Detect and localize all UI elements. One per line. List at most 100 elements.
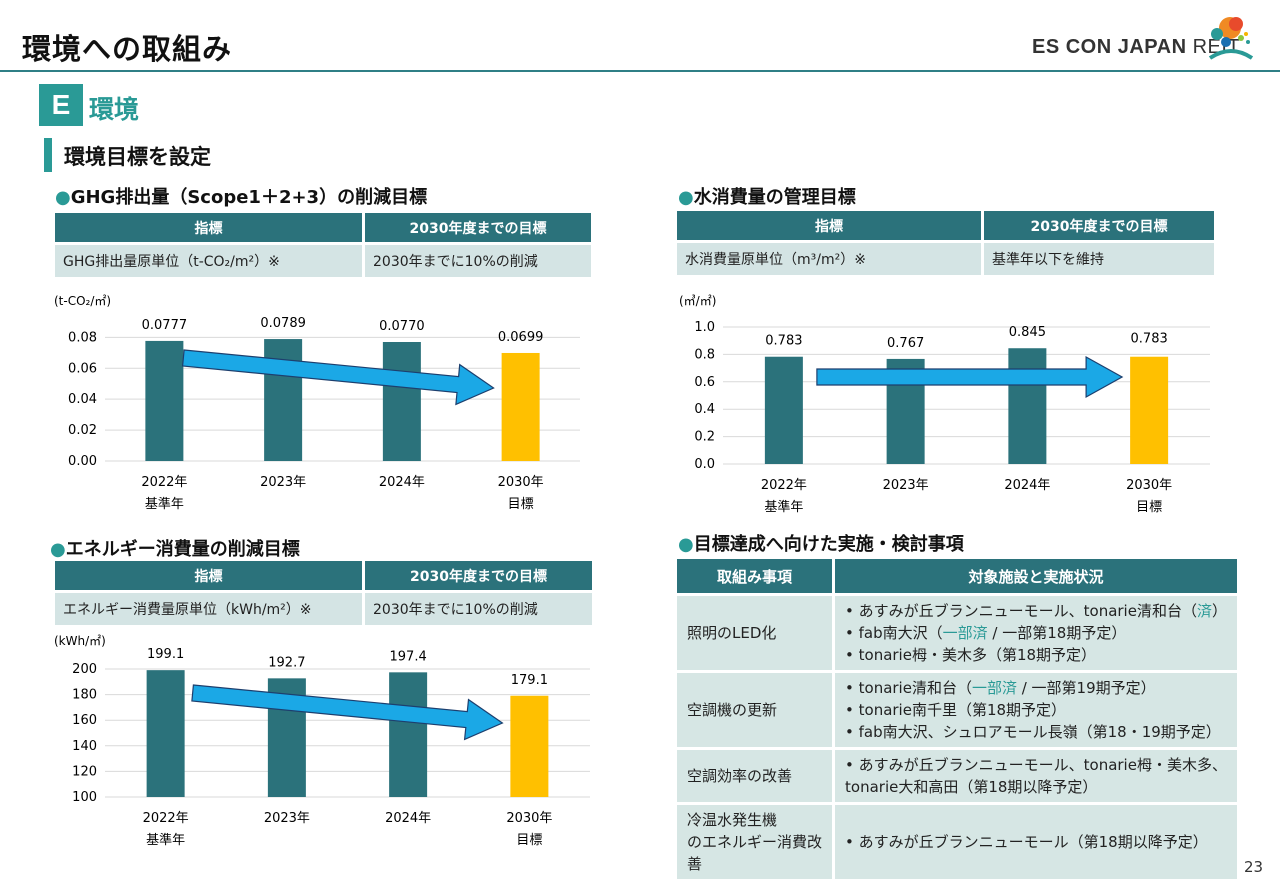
ghg-goal: 2030年までに10%の削減 bbox=[365, 245, 591, 277]
bar bbox=[146, 670, 185, 797]
x-tick-label: 2023年 bbox=[264, 811, 310, 826]
status-text: tonarie大和高田（第18期以降予定） bbox=[845, 778, 1098, 796]
actions-heading-text: 目標達成へ向けた実施・検討事項 bbox=[693, 534, 964, 555]
actions-table: 取組み事項 対象施設と実施状況 照明のLED化 • あすみが丘ブランニューモール、… bbox=[674, 556, 1240, 882]
chart-unit-label: (kWh/㎡) bbox=[54, 634, 106, 648]
status-text: • tonarie南千里（第18期予定） bbox=[845, 701, 1067, 719]
energy-col1-header: 指標 bbox=[55, 561, 362, 590]
water-indicator: 水消費量原単位（m³/m²）※ bbox=[677, 243, 981, 275]
bar-value-label: 192.7 bbox=[268, 655, 305, 670]
y-tick-label: 0.0 bbox=[694, 457, 715, 472]
action-status: • あすみが丘ブランニューモール、tonarie清和台（済） • fab南大沢（一… bbox=[835, 596, 1237, 670]
bar-value-label: 197.4 bbox=[390, 649, 427, 664]
x-sublabel: 目標 bbox=[1136, 500, 1162, 515]
bar bbox=[510, 695, 549, 797]
ghg-indicator-table: 指標 2030年度までの目標 GHG排出量原単位（t-CO₂/m²）※ 2030年ま… bbox=[52, 210, 594, 280]
bar-value-label: 179.1 bbox=[511, 673, 548, 688]
action-item: 照明のLED化 bbox=[677, 596, 833, 670]
x-tick-label: 2030年 bbox=[506, 811, 552, 826]
x-sublabel: 基準年 bbox=[146, 832, 185, 848]
y-tick-label: 0.04 bbox=[68, 392, 97, 407]
bar bbox=[764, 356, 803, 464]
bar-value-label: 0.783 bbox=[1131, 332, 1168, 347]
trend-arrow-icon bbox=[181, 349, 495, 406]
action-status-line: • tonarie清和台（一部済 / 一部第19期予定） bbox=[845, 677, 1227, 699]
water-heading: ●水消費量の管理目標 bbox=[678, 187, 856, 208]
action-status: • あすみが丘ブランニューモール（第18期以降予定） bbox=[835, 805, 1237, 879]
header-divider bbox=[0, 70, 1280, 72]
actions-row: 照明のLED化 • あすみが丘ブランニューモール、tonarie清和台（済） • f… bbox=[677, 596, 1237, 670]
y-tick-label: 0.8 bbox=[694, 347, 715, 362]
section-badge: E bbox=[39, 84, 83, 126]
y-tick-label: 120 bbox=[72, 764, 97, 779]
actions-row: 空調効率の改善 • あすみが丘ブランニューモール、tonarie栂・美木多、 to… bbox=[677, 750, 1237, 802]
status-text: • あすみが丘ブランニューモール（第18期以降予定） bbox=[845, 833, 1208, 851]
action-item-line: 冷温水発生機 bbox=[687, 811, 778, 829]
water-heading-text: 水消費量の管理目標 bbox=[693, 187, 856, 208]
action-status-line: • tonarie栂・美木多（第18期予定） bbox=[845, 644, 1227, 666]
x-tick-label: 2024年 bbox=[385, 811, 431, 826]
bar-value-label: 0.845 bbox=[1009, 325, 1046, 340]
bar bbox=[1008, 348, 1047, 464]
action-item: 空調機の更新 bbox=[677, 673, 833, 747]
action-status-line: • tonarie南千里（第18期予定） bbox=[845, 699, 1227, 721]
status-text: • fab南大沢（ bbox=[845, 624, 943, 642]
status-text: • あすみが丘ブランニューモール、tonarie栂・美木多、 bbox=[845, 756, 1227, 774]
ghg-col1-header: 指標 bbox=[55, 213, 362, 242]
x-tick-label: 2022年 bbox=[761, 478, 807, 493]
y-tick-label: 0.6 bbox=[694, 375, 715, 390]
status-text: / 一部第18期予定） bbox=[987, 624, 1127, 642]
ghg-chart: (t-CO₂/㎡) 0.00 0.02 0.04 0.06 0.08 0.0777 2022年… bbox=[54, 294, 580, 512]
actions-row: 空調機の更新 • tonarie清和台（一部済 / 一部第19期予定） • tona… bbox=[677, 673, 1237, 747]
x-tick-label: 2022年 bbox=[143, 811, 189, 826]
actions-col2-header: 対象施設と実施状況 bbox=[835, 559, 1237, 593]
action-item: 空調効率の改善 bbox=[677, 750, 833, 802]
action-item: 冷温水発生機のエネルギー消費改善 bbox=[677, 805, 833, 879]
chart-unit-label: (t-CO₂/㎡) bbox=[54, 294, 111, 308]
action-status-line: • あすみが丘ブランニューモール（第18期以降予定） bbox=[845, 831, 1227, 853]
bar-value-label: 0.0770 bbox=[379, 319, 425, 334]
energy-heading: ●エネルギー消費量の削減目標 bbox=[50, 539, 300, 560]
x-sublabel: 基準年 bbox=[764, 499, 803, 515]
bar bbox=[382, 342, 421, 461]
bar-value-label: 199.1 bbox=[147, 647, 184, 662]
y-tick-label: 0.06 bbox=[68, 361, 97, 376]
x-tick-label: 2023年 bbox=[883, 478, 929, 493]
bar-value-label: 0.0777 bbox=[142, 318, 188, 333]
y-tick-label: 140 bbox=[72, 739, 97, 754]
status-text: 済 bbox=[1196, 602, 1212, 620]
y-tick-label: 200 bbox=[72, 662, 97, 677]
x-sublabel: 基準年 bbox=[145, 496, 184, 512]
actions-heading: ●目標達成へ向けた実施・検討事項 bbox=[678, 534, 964, 555]
action-status: • あすみが丘ブランニューモール、tonarie栂・美木多、 tonarie大和… bbox=[835, 750, 1237, 802]
bar-value-label: 0.0699 bbox=[498, 330, 544, 345]
x-tick-label: 2024年 bbox=[379, 475, 425, 490]
x-tick-label: 2030年 bbox=[498, 475, 544, 490]
action-status-line: • fab南大沢（一部済 / 一部第18期予定） bbox=[845, 622, 1227, 644]
bar bbox=[264, 339, 303, 461]
y-tick-label: 160 bbox=[72, 713, 97, 728]
page-number: 23 bbox=[1244, 858, 1264, 876]
action-status-line: • fab南大沢、シュロアモール長嶺（第18・19期予定） bbox=[845, 721, 1227, 743]
ghg-col2-header: 2030年度までの目標 bbox=[365, 213, 591, 242]
x-tick-label: 2023年 bbox=[260, 475, 306, 490]
energy-indicator: エネルギー消費量原単位（kWh/m²）※ bbox=[55, 593, 362, 625]
bar-value-label: 0.767 bbox=[887, 336, 924, 351]
y-tick-label: 180 bbox=[72, 688, 97, 703]
trend-arrow-icon bbox=[191, 684, 504, 741]
bar bbox=[501, 352, 540, 461]
energy-heading-text: エネルギー消費量の削減目標 bbox=[65, 539, 300, 560]
action-status-line: • あすみが丘ブランニューモール、tonarie清和台（済） bbox=[845, 600, 1227, 622]
action-item-line: のエネルギー消費改善 bbox=[687, 833, 823, 873]
water-goal: 基準年以下を維持 bbox=[984, 243, 1214, 275]
bar bbox=[1130, 356, 1169, 464]
x-tick-label: 2022年 bbox=[141, 475, 187, 490]
action-status: • tonarie清和台（一部済 / 一部第19期予定） • tonarie南千里… bbox=[835, 673, 1237, 747]
y-tick-label: 0.00 bbox=[68, 454, 97, 469]
status-text: • あすみが丘ブランニューモール、tonarie清和台（ bbox=[845, 602, 1197, 620]
action-status-line: tonarie大和高田（第18期以降予定） bbox=[845, 776, 1227, 798]
status-text: • tonarie清和台（ bbox=[845, 679, 972, 697]
x-sublabel: 目標 bbox=[508, 497, 534, 512]
